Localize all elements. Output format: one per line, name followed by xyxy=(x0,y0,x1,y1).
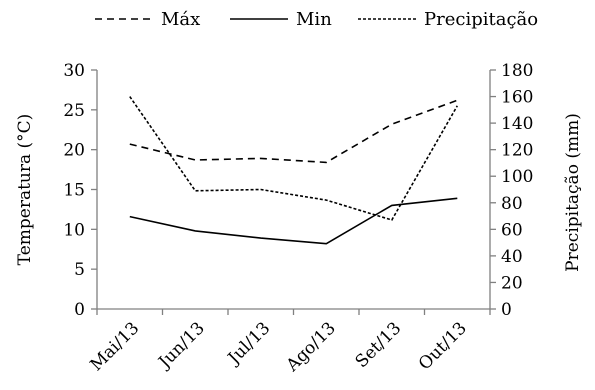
y-axis-right-title: Precipitação (mm) xyxy=(563,113,583,272)
y-left-tick-label: 10 xyxy=(63,220,85,240)
x-tick-label: Mai/13 xyxy=(86,318,143,375)
y-left-tick-label: 5 xyxy=(74,260,85,280)
y-right-tick-label: 80 xyxy=(501,194,523,214)
x-tick-label: Ago/13 xyxy=(282,318,340,376)
x-tick-label: Set/13 xyxy=(352,318,406,372)
y-left-tick-label: 0 xyxy=(74,300,85,320)
series-line-3 xyxy=(129,96,458,221)
y-left-tick-label: 20 xyxy=(63,141,85,161)
legend: Máx Min Precipitação xyxy=(95,9,538,30)
y-right-tick-label: 140 xyxy=(501,114,533,134)
y-right-tick-label: 60 xyxy=(501,220,523,240)
series-line-1 xyxy=(129,99,458,164)
y-left-tick-label: 15 xyxy=(63,181,85,201)
y-right-tick-label: 20 xyxy=(501,273,523,293)
series-line-2 xyxy=(129,197,458,245)
y-right-tick-label: 120 xyxy=(501,141,533,161)
y-left-tick-label: 25 xyxy=(63,101,85,121)
y-right-tick-label: 180 xyxy=(501,61,533,81)
axes: 0 5 10 15 20 25 30 0 20 40 60 80 100 120 140 160 180 Mai/… xyxy=(63,61,533,376)
series-group xyxy=(129,96,458,245)
x-tick-label: Jul/13 xyxy=(223,318,274,369)
legend-label-3: Precipitação xyxy=(424,9,538,30)
axis-titles: Temperatura (°C) Precipitação (mm) xyxy=(15,113,583,272)
y-right-tick-label: 0 xyxy=(501,300,512,320)
y-right-tick-label: 40 xyxy=(501,247,523,267)
legend-label-2: Min xyxy=(296,9,332,30)
y-axis-left-title: Temperatura (°C) xyxy=(15,114,35,266)
x-tick-label: Out/13 xyxy=(415,318,471,374)
y-left-tick-label: 30 xyxy=(63,61,85,81)
y-right-tick-label: 100 xyxy=(501,167,533,187)
x-tick-label: Jun/13 xyxy=(154,318,209,373)
legend-label-1: Máx xyxy=(161,9,200,30)
y-right-tick-label: 160 xyxy=(501,88,533,108)
